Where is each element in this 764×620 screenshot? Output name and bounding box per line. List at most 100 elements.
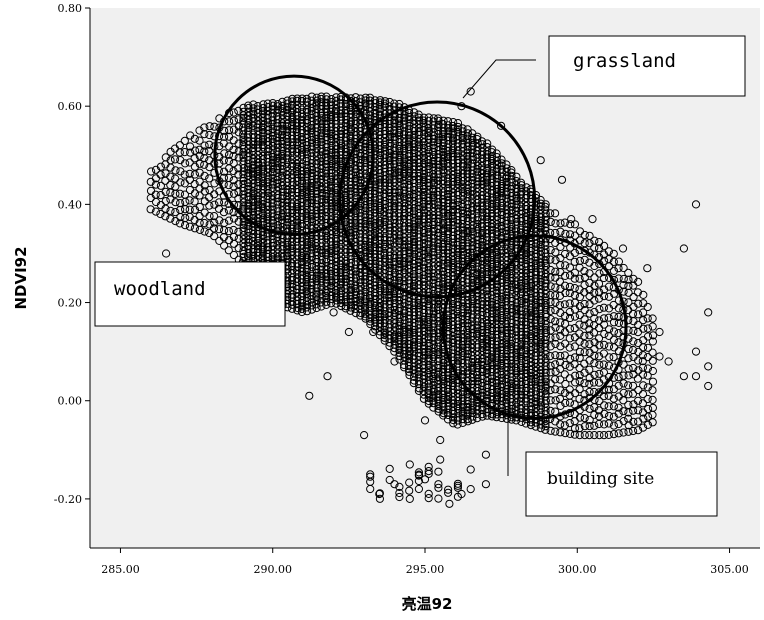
- data-point: [527, 239, 536, 249]
- data-point: [322, 175, 331, 184]
- data-point: [434, 114, 443, 123]
- data-point: [293, 138, 302, 147]
- data-point: [327, 119, 336, 128]
- data-point: [521, 355, 531, 365]
- data-point: [176, 178, 185, 187]
- data-point: [332, 93, 341, 102]
- data-point: [439, 116, 448, 125]
- data-point: [380, 310, 389, 319]
- data-point: [493, 160, 502, 169]
- data-point: [405, 171, 414, 180]
- data-point: [439, 138, 448, 147]
- data-point: [424, 263, 433, 272]
- data-point: [298, 249, 307, 258]
- data-point: [307, 142, 316, 151]
- data-point: [288, 286, 297, 295]
- data-point: [365, 96, 374, 105]
- data-point: [253, 102, 262, 111]
- data-point: [522, 313, 531, 322]
- data-point: [283, 249, 292, 258]
- data-point: [429, 286, 438, 296]
- data-point: [551, 219, 560, 228]
- data-point: [527, 326, 536, 335]
- data-point: [468, 149, 477, 158]
- data-point: [536, 209, 545, 219]
- data-point: [507, 285, 516, 294]
- data-point: [268, 235, 277, 244]
- data-point: [541, 383, 550, 392]
- data-point: [541, 276, 550, 285]
- data-point: [541, 223, 550, 232]
- data-point: [380, 207, 389, 216]
- data-point: [482, 334, 491, 344]
- data-point: [239, 179, 248, 189]
- data-point: [156, 181, 165, 190]
- data-point: [253, 239, 263, 248]
- data-point: [356, 212, 365, 221]
- data-point: [478, 260, 487, 269]
- data-point: [375, 312, 384, 322]
- data-point: [395, 321, 404, 330]
- data-point: [566, 429, 575, 438]
- data-point: [303, 201, 312, 210]
- data-point: [317, 92, 326, 101]
- data-point: [453, 372, 462, 381]
- data-point: [156, 209, 165, 219]
- data-point: [536, 326, 545, 335]
- data-point: [322, 231, 331, 240]
- data-point: [268, 174, 277, 183]
- data-point: [502, 253, 511, 262]
- data-point: [151, 180, 160, 189]
- data-point: [322, 105, 331, 114]
- data-point: [541, 368, 550, 377]
- data-point: [283, 154, 292, 163]
- data-point: [531, 377, 540, 386]
- data-point: [297, 292, 306, 301]
- data-point: [322, 153, 331, 162]
- data-point: [390, 268, 399, 277]
- data-point: [434, 384, 443, 393]
- data-point: [239, 116, 248, 125]
- data-point: [419, 348, 428, 357]
- data-point: [375, 235, 385, 244]
- data-point: [268, 170, 277, 179]
- data-point: [400, 306, 409, 315]
- data-point: [331, 240, 340, 249]
- data-point: [507, 178, 516, 187]
- data-point: [220, 126, 229, 135]
- data-point: [336, 260, 345, 269]
- data-point: [561, 429, 570, 438]
- data-point: [405, 233, 414, 242]
- data-point: [375, 165, 384, 174]
- data-point: [268, 209, 277, 218]
- data-point: [361, 153, 370, 162]
- data-point: [356, 296, 365, 305]
- data-point: [449, 402, 458, 411]
- data-point: [307, 195, 316, 205]
- data-point: [546, 326, 555, 335]
- data-point: [307, 92, 316, 101]
- data-point: [390, 311, 399, 320]
- data-point: [220, 218, 229, 227]
- data-point: [497, 159, 506, 168]
- data-point: [185, 222, 194, 231]
- data-point: [327, 165, 336, 175]
- data-point: [429, 372, 438, 381]
- data-point: [434, 261, 443, 271]
- data-point: [536, 264, 545, 273]
- data-point: [371, 271, 380, 280]
- data-point: [322, 166, 331, 175]
- data-point: [536, 424, 546, 433]
- data-point: [341, 193, 350, 202]
- data-point: [536, 205, 545, 214]
- data-point: [478, 237, 487, 246]
- data-point: [458, 247, 468, 256]
- data-point: [507, 171, 516, 180]
- data-point: [580, 331, 589, 340]
- data-point: [555, 394, 565, 403]
- data-point: [283, 215, 292, 224]
- data-point: [395, 328, 404, 337]
- data-point: [249, 157, 258, 166]
- data-point: [376, 250, 385, 259]
- data-point: [395, 227, 404, 236]
